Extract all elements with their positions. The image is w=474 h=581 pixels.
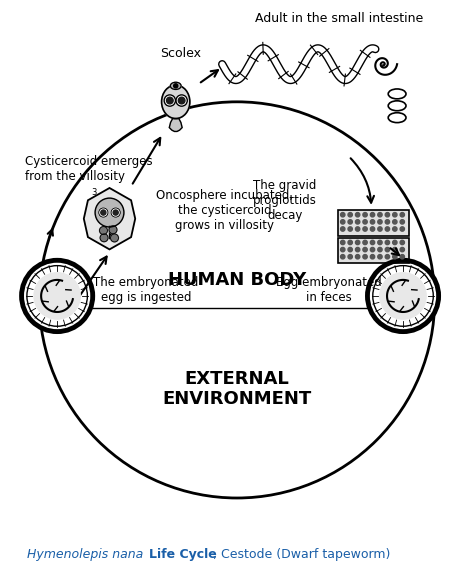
Polygon shape bbox=[84, 188, 135, 249]
Circle shape bbox=[363, 227, 367, 231]
Text: Egg embryonated
in feces: Egg embryonated in feces bbox=[276, 276, 382, 304]
Circle shape bbox=[385, 220, 390, 224]
Circle shape bbox=[400, 220, 404, 224]
Circle shape bbox=[370, 241, 374, 245]
FancyBboxPatch shape bbox=[338, 210, 409, 235]
Circle shape bbox=[370, 227, 374, 231]
Text: HUMAN BODY: HUMAN BODY bbox=[168, 271, 306, 289]
FancyBboxPatch shape bbox=[338, 238, 409, 263]
Circle shape bbox=[176, 95, 187, 106]
Circle shape bbox=[356, 227, 360, 231]
Circle shape bbox=[400, 227, 404, 231]
Circle shape bbox=[380, 272, 426, 319]
Text: Hymenolepis nana: Hymenolepis nana bbox=[27, 548, 148, 561]
Circle shape bbox=[348, 213, 352, 217]
Circle shape bbox=[363, 220, 367, 224]
Text: Adult in the small intestine: Adult in the small intestine bbox=[255, 12, 423, 24]
Circle shape bbox=[385, 241, 390, 245]
Circle shape bbox=[348, 227, 352, 231]
Polygon shape bbox=[169, 119, 182, 131]
Circle shape bbox=[392, 227, 397, 231]
Text: 3: 3 bbox=[91, 188, 97, 198]
Circle shape bbox=[385, 227, 390, 231]
Circle shape bbox=[341, 227, 345, 231]
Circle shape bbox=[109, 226, 117, 234]
Circle shape bbox=[363, 213, 367, 217]
Circle shape bbox=[367, 260, 438, 332]
Circle shape bbox=[378, 213, 382, 217]
Circle shape bbox=[392, 254, 397, 259]
Text: The embryonated
egg is ingested: The embryonated egg is ingested bbox=[93, 276, 199, 304]
Text: Cysticercoid emerges
from the villosity: Cysticercoid emerges from the villosity bbox=[25, 155, 152, 183]
Circle shape bbox=[348, 241, 352, 245]
Circle shape bbox=[370, 220, 374, 224]
Circle shape bbox=[178, 97, 185, 104]
Circle shape bbox=[385, 248, 390, 252]
Circle shape bbox=[99, 208, 108, 217]
Circle shape bbox=[392, 220, 397, 224]
Circle shape bbox=[348, 254, 352, 259]
Circle shape bbox=[341, 241, 345, 245]
Circle shape bbox=[341, 213, 345, 217]
Circle shape bbox=[385, 213, 390, 217]
Circle shape bbox=[113, 210, 118, 215]
Circle shape bbox=[356, 254, 360, 259]
Text: Scolex: Scolex bbox=[160, 47, 201, 60]
Text: , Cestode (Dwarf tapeworm): , Cestode (Dwarf tapeworm) bbox=[213, 548, 391, 561]
Text: EXTERNAL
ENVIRONMENT: EXTERNAL ENVIRONMENT bbox=[163, 370, 311, 408]
Circle shape bbox=[363, 248, 367, 252]
Circle shape bbox=[400, 241, 404, 245]
Circle shape bbox=[378, 241, 382, 245]
Circle shape bbox=[400, 254, 404, 259]
Circle shape bbox=[356, 213, 360, 217]
Circle shape bbox=[356, 220, 360, 224]
Circle shape bbox=[21, 260, 93, 332]
Circle shape bbox=[111, 208, 120, 217]
Circle shape bbox=[363, 254, 367, 259]
Text: Life Cycle: Life Cycle bbox=[149, 548, 217, 561]
Circle shape bbox=[341, 220, 345, 224]
Circle shape bbox=[400, 248, 404, 252]
Circle shape bbox=[164, 95, 175, 106]
Circle shape bbox=[378, 220, 382, 224]
Circle shape bbox=[34, 272, 80, 319]
Text: The gravid
proglottids
decay: The gravid proglottids decay bbox=[253, 180, 317, 223]
Circle shape bbox=[173, 84, 178, 88]
Circle shape bbox=[370, 254, 374, 259]
Ellipse shape bbox=[162, 85, 190, 119]
Circle shape bbox=[370, 248, 374, 252]
Circle shape bbox=[95, 198, 124, 227]
Circle shape bbox=[356, 248, 360, 252]
Circle shape bbox=[100, 234, 108, 242]
Ellipse shape bbox=[170, 83, 181, 89]
Circle shape bbox=[363, 241, 367, 245]
Circle shape bbox=[392, 248, 397, 252]
Circle shape bbox=[101, 210, 106, 215]
Circle shape bbox=[378, 254, 382, 259]
Circle shape bbox=[348, 220, 352, 224]
Circle shape bbox=[392, 241, 397, 245]
Circle shape bbox=[110, 234, 118, 242]
Circle shape bbox=[370, 213, 374, 217]
Ellipse shape bbox=[36, 275, 79, 317]
Circle shape bbox=[356, 241, 360, 245]
Circle shape bbox=[392, 213, 397, 217]
Circle shape bbox=[348, 248, 352, 252]
Ellipse shape bbox=[382, 275, 424, 317]
Text: Oncosphere incubated,
the cysticercoid
grows in villosity: Oncosphere incubated, the cysticercoid g… bbox=[156, 189, 293, 232]
Circle shape bbox=[378, 248, 382, 252]
Circle shape bbox=[400, 213, 404, 217]
Circle shape bbox=[341, 254, 345, 259]
Circle shape bbox=[341, 248, 345, 252]
Circle shape bbox=[100, 227, 108, 235]
Circle shape bbox=[385, 254, 390, 259]
Circle shape bbox=[378, 227, 382, 231]
Circle shape bbox=[166, 97, 173, 104]
